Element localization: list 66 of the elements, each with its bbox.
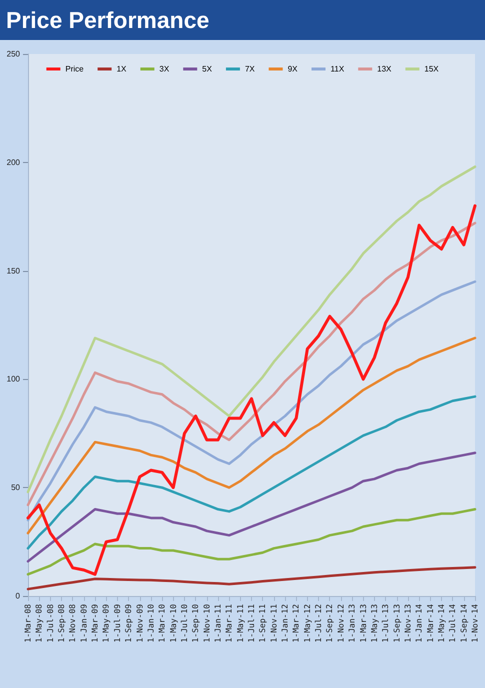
x-tick-label: 1-May-09 — [102, 604, 111, 643]
legend-label: 11X — [330, 64, 345, 74]
x-tick-label: 1-Sep-08 — [57, 604, 66, 643]
x-tick-label: 1-Jul-11 — [247, 604, 256, 643]
x-tick-label: 1-Mar-11 — [224, 604, 234, 643]
line-series — [26, 165, 476, 494]
y-tick-label: 0 — [16, 592, 21, 600]
x-tick-label: 1-Nov-09 — [135, 604, 144, 643]
legend-label: 7X — [244, 64, 256, 74]
x-tick-label: 1-Jul-12 — [314, 604, 324, 643]
line-series — [26, 395, 476, 550]
x-tick-label: 1-Sep-09 — [124, 604, 134, 643]
y-tick-label: 250 — [6, 50, 21, 58]
line-series — [26, 452, 476, 563]
x-tick-label: 1-Mar-10 — [158, 604, 167, 643]
line-series — [26, 508, 476, 576]
x-tick-label: 1-Nov-11 — [269, 604, 278, 643]
legend-label: 3X — [159, 64, 170, 74]
x-tick-label: 1-Jan-14 — [414, 604, 424, 643]
x-tick-label: 1-Jul-14 — [448, 604, 458, 643]
x-tick-label: 1-Nov-14 — [470, 604, 480, 643]
legend-label: 5X — [202, 64, 213, 74]
line-series — [26, 566, 476, 590]
x-tick-label: 1-Jul-13 — [381, 604, 390, 643]
x-tick-label: 1-Nov-13 — [403, 604, 412, 643]
x-tick-label: 1-Sep-11 — [258, 604, 268, 643]
legend-label: 1X — [116, 64, 128, 74]
legend-label: 9X — [288, 64, 298, 74]
x-tick-label: 1-Nov-10 — [202, 604, 212, 643]
line-series — [26, 204, 476, 576]
x-tick-label: 1-Mar-13 — [358, 604, 368, 643]
x-tick-label: 1-Mar-08 — [24, 604, 32, 643]
x-tick-label: 1-May-12 — [302, 604, 312, 643]
y-tick-label: 100 — [6, 374, 21, 384]
line-series — [26, 222, 476, 506]
x-tick-label: 1-Jan-13 — [348, 604, 357, 643]
x-tick-label: 1-Sep-14 — [459, 604, 468, 643]
x-tick-label: 1-May-11 — [236, 604, 245, 643]
legend-label: Price — [65, 64, 84, 74]
x-tick-label: 1-Jul-09 — [112, 604, 122, 643]
y-tick-label: 200 — [6, 158, 21, 167]
x-tick-label: 1-Jan-09 — [79, 604, 88, 643]
legend-label: 15X — [424, 64, 440, 74]
x-tick-label: 1-May-13 — [370, 604, 379, 643]
x-tick-label: 1-Jan-11 — [213, 604, 222, 643]
x-tick-label: 1-Sep-13 — [392, 604, 402, 643]
x-tick-label: 1-May-14 — [436, 604, 446, 643]
x-tick-label: 1-Sep-10 — [191, 604, 200, 643]
line-series — [26, 280, 476, 522]
x-tick-label: 1-May-10 — [168, 604, 178, 643]
chart-title: Price Performance — [0, 0, 485, 40]
x-tick-label: 1-Nov-12 — [336, 604, 346, 643]
legend-label: 13X — [377, 64, 392, 74]
x-tick-label: 1-Mar-09 — [90, 604, 100, 643]
x-tick-label: 1-Jan-10 — [146, 604, 156, 643]
x-tick-label: 1-Mar-12 — [292, 604, 301, 643]
line-series — [26, 336, 476, 534]
x-tick-label: 1-Jul-08 — [46, 604, 55, 643]
x-tick-label: 1-Sep-12 — [325, 604, 334, 643]
x-tick-label: 1-Nov-08 — [68, 604, 78, 643]
x-tick-label: 1-Jan-12 — [280, 604, 290, 643]
x-tick-label: 1-May-08 — [34, 604, 44, 643]
x-tick-label: 1-Mar-14 — [426, 604, 435, 643]
y-tick-label: 50 — [11, 483, 21, 492]
y-tick-label: 150 — [6, 266, 21, 276]
x-tick-label: 1-Jul-10 — [180, 604, 189, 643]
